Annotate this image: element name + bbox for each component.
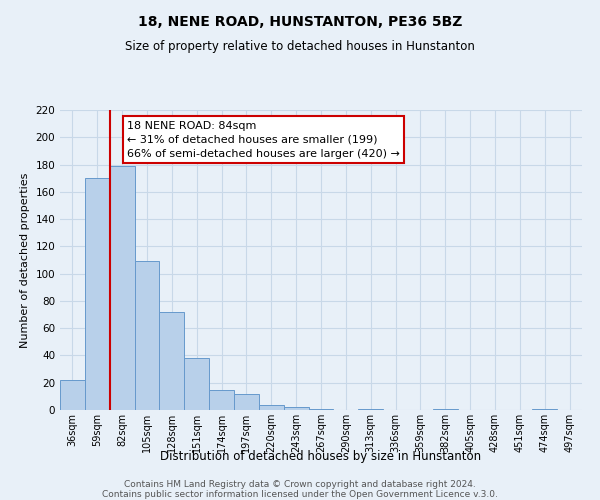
- Text: Contains HM Land Registry data © Crown copyright and database right 2024.: Contains HM Land Registry data © Crown c…: [124, 480, 476, 489]
- Bar: [60, 380, 85, 410]
- Text: Size of property relative to detached houses in Hunstanton: Size of property relative to detached ho…: [125, 40, 475, 53]
- Text: Contains public sector information licensed under the Open Government Licence v.: Contains public sector information licen…: [102, 490, 498, 499]
- Bar: [259, 404, 284, 410]
- Bar: [234, 394, 259, 410]
- Y-axis label: Number of detached properties: Number of detached properties: [20, 172, 30, 348]
- Bar: [184, 358, 209, 410]
- Bar: [308, 408, 334, 410]
- Bar: [433, 408, 458, 410]
- Bar: [110, 166, 134, 410]
- Bar: [209, 390, 234, 410]
- Bar: [134, 262, 160, 410]
- Bar: [532, 408, 557, 410]
- Text: 18 NENE ROAD: 84sqm
← 31% of detached houses are smaller (199)
66% of semi-detac: 18 NENE ROAD: 84sqm ← 31% of detached ho…: [127, 121, 400, 159]
- Bar: [358, 408, 383, 410]
- Bar: [160, 312, 184, 410]
- Bar: [85, 178, 110, 410]
- Text: 18, NENE ROAD, HUNSTANTON, PE36 5BZ: 18, NENE ROAD, HUNSTANTON, PE36 5BZ: [138, 15, 462, 29]
- Bar: [284, 408, 308, 410]
- Text: Distribution of detached houses by size in Hunstanton: Distribution of detached houses by size …: [160, 450, 482, 463]
